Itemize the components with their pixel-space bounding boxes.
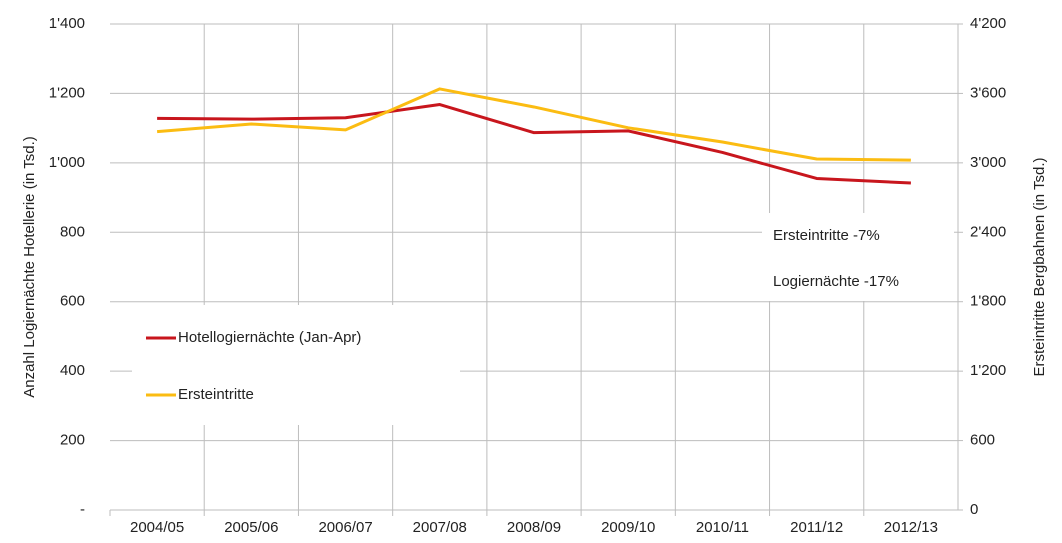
x-tick-label: 2009/10 xyxy=(601,519,655,536)
x-tick-label: 2004/05 xyxy=(130,519,184,536)
x-tick-label: 2007/08 xyxy=(413,519,467,536)
series-line xyxy=(157,103,911,185)
y2-tick-label: 1'200 xyxy=(970,362,1006,379)
series-line xyxy=(156,87,911,162)
y-tick-label: 1'400 xyxy=(49,15,85,32)
annotation: Logiernächte -17% xyxy=(773,273,899,290)
y2-tick-label: 3'600 xyxy=(970,84,1006,101)
x-tick-label: 2008/09 xyxy=(507,519,561,536)
legend-box xyxy=(132,305,460,425)
x-tick-label: 2012/13 xyxy=(884,519,938,536)
y-tick-label: 1'000 xyxy=(49,154,85,171)
x-tick-label: 2005/06 xyxy=(224,519,278,536)
y2-tick-label: 3'000 xyxy=(970,154,1006,171)
legend-label: Ersteintritte xyxy=(178,386,254,403)
y2-tick-label: 4'200 xyxy=(970,15,1006,32)
y2-tick-label: 2'400 xyxy=(970,223,1006,240)
x-tick-label: 2011/12 xyxy=(790,519,843,536)
x-tick-label: 2006/07 xyxy=(318,519,372,536)
x-tick-label: 2010/11 xyxy=(696,519,749,536)
y-tick-label: 800 xyxy=(60,223,85,240)
y-tick-label: - xyxy=(80,501,85,518)
y-tick-label: 400 xyxy=(60,362,85,379)
y2-tick-label: 0 xyxy=(970,501,978,518)
annotation: Ersteintritte -7% xyxy=(773,227,880,244)
legend-label: Hotellogiernächte (Jan-Apr) xyxy=(178,329,361,346)
y2-tick-label: 1'800 xyxy=(970,293,1006,310)
y2-axis-title: Ersteintritte Bergbahnen (in Tsd.) xyxy=(1031,157,1048,376)
y-tick-label: 200 xyxy=(60,432,85,449)
y-tick-label: 600 xyxy=(60,293,85,310)
annotation-box xyxy=(762,213,954,301)
y-tick-label: 1'200 xyxy=(49,84,85,101)
y-axis-title: Anzahl Logiernächte Hotellerie (in Tsd.) xyxy=(21,136,38,398)
y2-tick-label: 600 xyxy=(970,432,995,449)
